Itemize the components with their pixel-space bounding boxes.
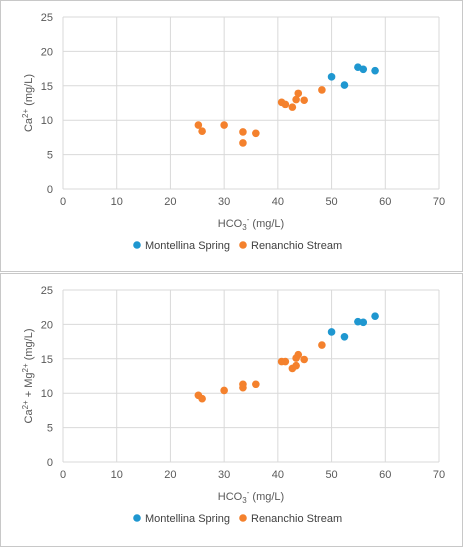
point-montellina-1 [340, 332, 349, 341]
point-renanchio-9 [292, 361, 300, 370]
point-renanchio-1 [198, 127, 206, 136]
x-tick-label-5: 50 [325, 469, 337, 481]
x-tick-label-2: 20 [164, 196, 176, 208]
x-tick-label-0: 0 [60, 469, 66, 481]
point-montellina-1 [340, 81, 349, 89]
point-renanchio-5 [252, 380, 260, 389]
x-tick-label-1: 10 [111, 196, 123, 208]
point-renanchio-7 [281, 357, 290, 366]
y-tick-label-1: 5 [47, 150, 53, 162]
y-tick-label-2: 10 [41, 115, 53, 127]
y-axis-title: Ca2+ (mg/L) [21, 74, 35, 132]
point-renanchio-4 [239, 383, 247, 392]
point-renanchio-13 [318, 341, 326, 349]
chart-bottom-plot: 0 10 20 30 40 50 60 70 0 5 10 15 20 25 HCO3- (mg/L) Ca2… [21, 285, 445, 525]
x-tick-label-7: 70 [433, 469, 445, 481]
y-axis-title: Ca2+ + Mg2+ (mg/L) [21, 329, 35, 424]
x-tick-label-3: 30 [218, 469, 230, 481]
legend-label-1: Renanchio Stream [251, 513, 342, 525]
legend-marker-0 [133, 514, 141, 522]
point-renanchio-0 [194, 121, 203, 129]
point-renanchio-5 [252, 129, 260, 138]
point-renanchio-11 [292, 354, 300, 362]
point-renanchio-11 [300, 96, 308, 105]
x-tick-label-6: 60 [379, 469, 391, 481]
chart-panel-bottom: 0 10 20 30 40 50 60 70 0 5 10 15 20 25 HCO3- (mg/L) Ca2… [0, 273, 463, 547]
point-renanchio-12 [318, 86, 326, 94]
legend-label-0: Montellina Spring [145, 513, 230, 525]
y-tick-label-1: 5 [47, 423, 53, 435]
point-montellina-4 [371, 66, 379, 75]
y-tick-label-4: 20 [41, 319, 53, 331]
x-tick-label-4: 40 [272, 469, 284, 481]
legend-marker-1 [239, 241, 247, 249]
point-renanchio-12 [300, 355, 308, 364]
point-renanchio-10 [294, 89, 303, 98]
x-tick-label-7: 70 [433, 196, 445, 208]
x-tick-label-2: 20 [164, 469, 176, 481]
y-tick-label-5: 25 [41, 12, 53, 24]
point-montellina-4 [371, 312, 379, 320]
point-renanchio-1 [198, 394, 206, 403]
point-renanchio-9 [292, 95, 300, 104]
legend-marker-1 [239, 514, 247, 522]
point-montellina-0 [327, 73, 336, 81]
x-tick-label-4: 40 [272, 196, 284, 208]
x-tick-label-5: 50 [325, 196, 337, 208]
point-montellina-0 [327, 328, 336, 336]
point-montellina-3 [359, 318, 368, 327]
legend-label-0: Montellina Spring [145, 240, 230, 252]
y-tick-label-3: 15 [41, 81, 53, 93]
point-renanchio-2 [220, 121, 228, 129]
point-renanchio-3 [239, 128, 247, 136]
y-tick-label-3: 15 [41, 354, 53, 366]
x-tick-label-0: 0 [60, 196, 66, 208]
y-tick-label-0: 0 [47, 457, 53, 469]
point-renanchio-8 [288, 103, 297, 111]
chart-panel-top: 0 10 20 30 40 50 60 70 0 5 10 15 20 25 HCO3- (mg/L) Ca2… [0, 0, 463, 272]
x-tick-label-1: 10 [111, 469, 123, 481]
legend-label-1: Renanchio Stream [251, 240, 342, 252]
legend-marker-0 [133, 241, 141, 249]
point-montellina-3 [359, 65, 368, 74]
point-renanchio-7 [281, 100, 290, 109]
point-renanchio-4 [239, 139, 247, 147]
point-renanchio-2 [220, 386, 228, 395]
y-tick-label-0: 0 [47, 184, 53, 196]
x-axis-title: HCO3- (mg/L) [218, 215, 284, 232]
x-axis-title: HCO3- (mg/L) [218, 488, 284, 505]
y-tick-label-5: 25 [41, 285, 53, 297]
y-tick-label-2: 10 [41, 388, 53, 400]
y-tick-label-4: 20 [41, 46, 53, 58]
x-tick-label-6: 60 [379, 196, 391, 208]
chart-top-plot: 0 10 20 30 40 50 60 70 0 5 10 15 20 25 HCO3- (mg/L) Ca2… [21, 12, 445, 252]
x-tick-label-3: 30 [218, 196, 230, 208]
